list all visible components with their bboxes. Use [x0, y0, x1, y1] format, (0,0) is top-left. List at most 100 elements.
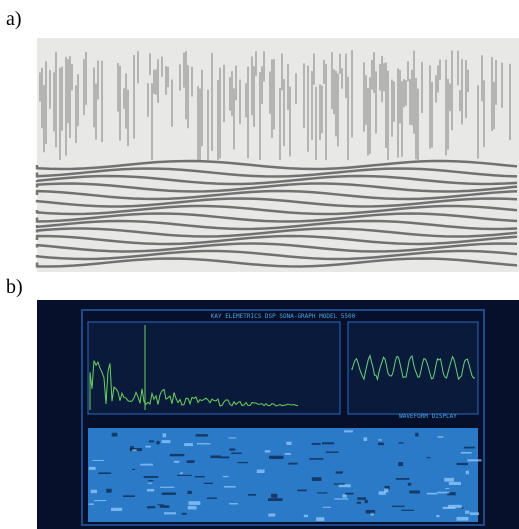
formant-band — [35, 167, 518, 178]
spectrogram-texture — [132, 449, 137, 452]
spectrogram-texture — [321, 442, 334, 445]
spectrogram-texture — [94, 500, 107, 502]
formant-band — [35, 219, 518, 231]
spectrogram-texture — [445, 487, 450, 489]
spectrogram-texture — [469, 512, 480, 516]
striations — [39, 50, 511, 160]
formant-band — [35, 197, 518, 208]
spectrogram-texture — [173, 460, 180, 463]
spectrogram-texture — [447, 492, 456, 496]
spectrogram-texture — [111, 432, 118, 437]
spectrogram-texture — [398, 442, 404, 444]
formant-band — [35, 174, 518, 186]
spectrogram-texture — [179, 472, 184, 474]
spectrogram-texture — [391, 505, 405, 507]
spectrogram-texture — [437, 436, 444, 438]
spectrogram-texture — [106, 488, 112, 493]
spectrogram-texture — [92, 459, 104, 462]
spectrogram-texture — [169, 453, 185, 457]
spectrogram-texture — [334, 498, 349, 500]
spectrogram-texture — [143, 476, 159, 478]
spectrogram-texture — [131, 468, 136, 471]
spectrogram-texture — [161, 492, 176, 495]
spectrum-trace — [89, 360, 299, 410]
spectrogram-texture — [345, 492, 354, 495]
waveform-box — [347, 321, 479, 415]
spectrogram-texture — [284, 453, 291, 455]
panel-label: b) — [6, 276, 23, 298]
spectrogram-texture — [220, 456, 230, 459]
spectrogram-texture — [140, 463, 153, 466]
waveform-trace — [351, 354, 476, 382]
spectrogram-texture — [456, 462, 469, 466]
spectrogram-texture — [460, 451, 472, 454]
spectrogram-texture — [398, 462, 404, 467]
spectrogram-texture — [264, 450, 271, 453]
screen-frame — [81, 309, 485, 526]
spectrogram-texture — [148, 440, 155, 443]
spectrogram-texture — [370, 511, 374, 516]
spectrogram-texture — [317, 492, 328, 494]
spectrogram-texture — [357, 497, 367, 500]
spectrogram-texture — [186, 460, 195, 463]
spectrogram-texture — [426, 457, 431, 459]
spectrogram-texture — [378, 439, 382, 441]
spectrogram-texture — [464, 446, 475, 449]
spectrogram-texture — [364, 499, 368, 504]
spectrogram-texture — [188, 501, 201, 505]
spectrogram-texture — [384, 488, 389, 493]
spectrogram-texture — [223, 486, 236, 488]
spectrogram-texture — [344, 430, 353, 433]
spectrogram-texture — [231, 452, 242, 455]
spectrogram-texture — [465, 510, 470, 514]
spectrogram-texture — [148, 480, 154, 482]
formant-band — [35, 234, 518, 246]
formant-band — [35, 227, 518, 238]
spectrogram-texture — [448, 481, 461, 485]
spectrogram-texture — [88, 503, 94, 505]
spectrogram-texture — [401, 509, 415, 511]
spectrogram-texture — [322, 506, 331, 508]
spectrogram-texture — [111, 507, 123, 511]
spectrogram-texture — [415, 432, 419, 437]
spectrogram-texture — [384, 485, 390, 490]
spectrogram-texture — [467, 459, 482, 462]
spectrogram-texture — [465, 470, 469, 475]
spectrogram-texture — [437, 491, 450, 494]
spectrogram-texture — [194, 476, 205, 478]
spectrogram-texture — [303, 514, 309, 518]
spectrogram-texture — [163, 512, 177, 515]
formant-band — [35, 182, 518, 193]
spectrogram-texture — [267, 498, 283, 502]
formant-band — [35, 257, 518, 268]
spectrogram-texture — [177, 474, 192, 476]
spectrum-box — [87, 321, 341, 415]
spectrogram-texture — [426, 492, 438, 495]
spectrogram-texture — [228, 437, 237, 439]
formant-band — [35, 189, 518, 201]
spectrogram-texture — [286, 441, 292, 445]
spectrogram-texture — [210, 455, 221, 459]
spectrogram-texture — [378, 491, 386, 495]
spectrogram-texture — [187, 490, 192, 494]
spectrogram-texture — [297, 489, 307, 492]
panel-label: a) — [6, 8, 22, 30]
spectrogram-texture — [206, 497, 217, 499]
spectrogram-texture — [237, 461, 248, 464]
formant-band — [35, 159, 518, 171]
sonagraph-screen: KAY ELEMETRICS DSP SONA-GRAPH MODEL 5500… — [37, 300, 519, 529]
print-background — [37, 38, 519, 272]
spectrogram-texture — [160, 486, 175, 488]
spectrogram-texture — [98, 472, 112, 474]
spectrogram-texture — [123, 495, 135, 498]
spectrogram-texture — [365, 509, 376, 514]
spectrogram-texture — [256, 469, 265, 474]
formant-band — [35, 249, 518, 261]
spectrogram-texture — [229, 448, 236, 451]
spectrogram-texture — [335, 471, 343, 474]
spectrogram-texture — [130, 446, 134, 450]
spectrogram-texture — [203, 482, 213, 485]
spectrogram-texture — [311, 443, 321, 445]
spectrogram-texture — [162, 433, 167, 438]
